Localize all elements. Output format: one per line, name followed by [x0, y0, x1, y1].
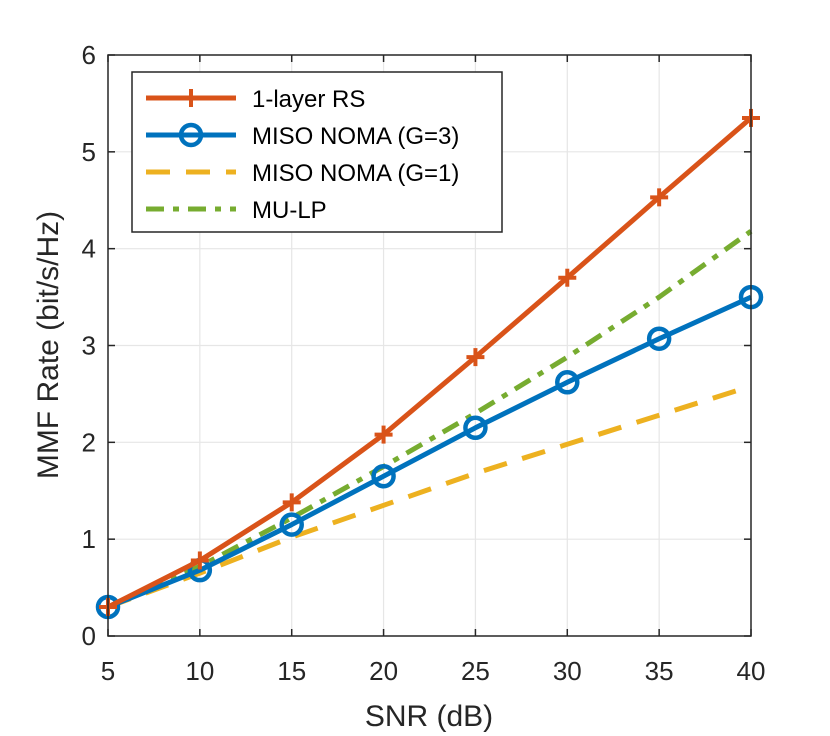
y-tick-label: 0	[82, 621, 96, 651]
y-tick-label: 1	[82, 524, 96, 554]
x-tick-label: 35	[645, 656, 674, 686]
x-tick-label: 15	[277, 656, 306, 686]
data-point-miso-noma-g-3	[371, 463, 396, 489]
series-lines	[95, 108, 764, 620]
legend-entry-miso-noma-g-3: MISO NOMA (G=3)	[146, 122, 459, 150]
series-line-miso-noma-g-3	[107, 294, 753, 610]
legend-entry-1-layer-rs: 1-layer RS	[146, 86, 365, 113]
legend-marker-1-layer-rs	[182, 89, 200, 107]
data-point-1-layer-rs	[190, 551, 209, 570]
data-point-miso-noma-g-3	[279, 512, 304, 537]
legend-label-1-layer-rs: 1-layer RS	[252, 86, 365, 113]
y-tick-label: 6	[82, 40, 96, 70]
series-line-1-layer-rs	[106, 116, 753, 610]
series-miso-noma-g-1	[107, 383, 752, 610]
data-point-1-layer-rs	[650, 188, 669, 207]
legend-marker-miso-noma-g-3	[178, 122, 204, 148]
x-tick-label: 20	[369, 656, 398, 686]
legend-entry-miso-noma-g-1: MISO NOMA (G=1)	[146, 160, 459, 187]
legend-label-miso-noma-g-1: MISO NOMA (G=1)	[252, 160, 459, 187]
x-tick-label: 30	[553, 656, 582, 686]
x-tick-label: 40	[737, 656, 766, 686]
y-axis-label: MMF Rate (bit/s/Hz)	[32, 211, 65, 479]
x-tick-label: 10	[185, 656, 214, 686]
data-point-miso-noma-g-3	[555, 370, 580, 395]
y-tick-label: 5	[82, 137, 96, 167]
series-line-miso-noma-g-1	[107, 383, 752, 610]
y-tick-label: 4	[82, 234, 96, 264]
y-tick-label: 3	[82, 331, 96, 361]
data-point-1-layer-rs	[374, 425, 393, 444]
legend-entry-mu-lp: MU-LP	[146, 197, 327, 224]
data-point-1-layer-rs	[466, 348, 485, 367]
legend: 1-layer RS MISO NOMA (G=3) MISO NOMA (G=1)…	[131, 71, 503, 233]
data-point-miso-noma-g-3	[646, 326, 672, 351]
x-tick-label: 5	[101, 656, 115, 686]
legend-label-miso-noma-g-3: MISO NOMA (G=3)	[252, 123, 459, 150]
x-tick-label: 25	[461, 656, 490, 686]
legend-label-mu-lp: MU-LP	[252, 197, 327, 224]
data-point-miso-noma-g-3	[463, 415, 488, 441]
y-tick-label: 2	[82, 427, 96, 457]
data-point-1-layer-rs	[558, 268, 577, 287]
x-axis-label: SNR (dB)	[365, 700, 493, 733]
axis-ticks: 5 10 15 20 25 30 35 40 0 1 2 3 4 5 6	[82, 40, 766, 686]
data-point-1-layer-rs	[282, 493, 301, 512]
